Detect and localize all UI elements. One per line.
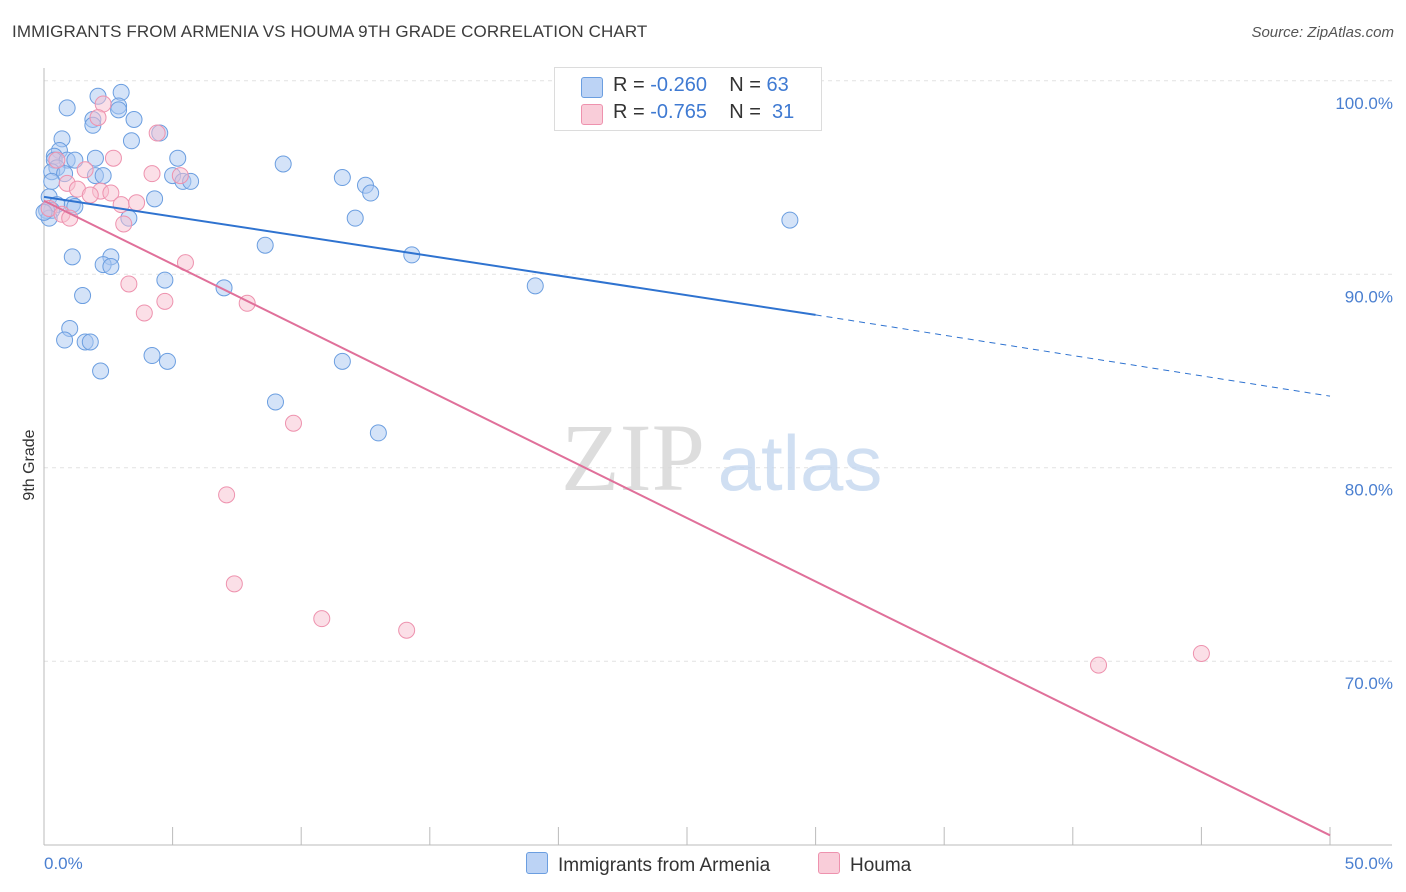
armenia-point [56, 331, 74, 349]
y-tick-label: 100.0% [1335, 94, 1393, 113]
legend-r-label: R = [613, 101, 645, 123]
data-points [35, 83, 1210, 674]
houma-point [120, 275, 138, 293]
y-tick-label: 70.0% [1345, 674, 1393, 693]
armenia-point [362, 184, 380, 202]
armenia-point [81, 333, 99, 351]
chart-title: IMMIGRANTS FROM ARMENIA VS HOUMA 9TH GRA… [12, 22, 648, 41]
houma-point [313, 610, 331, 628]
armenia-point [143, 347, 161, 365]
armenia-point [146, 190, 164, 208]
legend-n-value: 63 [766, 74, 789, 96]
houma-point [156, 292, 174, 310]
armenia-point [333, 352, 351, 370]
legend-r-value: -0.765 [650, 101, 707, 123]
armenia-point [74, 287, 92, 305]
bottom-legend-label-houma: Houma [850, 855, 912, 876]
source-credit: Source: ZipAtlas.com [1251, 24, 1394, 41]
armenia-point [256, 236, 274, 254]
houma-point [128, 194, 146, 212]
y-tick-label: 90.0% [1345, 287, 1393, 306]
bottom-legend-swatch-pink [818, 852, 840, 874]
houma-point [148, 124, 166, 142]
houma-point [135, 304, 153, 322]
armenia-point [63, 248, 81, 266]
houma-point [284, 414, 302, 432]
watermark-atlas: atlas [718, 419, 883, 507]
armenia-point [58, 99, 76, 117]
armenia-point [102, 258, 120, 276]
houma-point [225, 575, 243, 593]
legend-swatch-pink [581, 104, 603, 125]
armenia-point [156, 271, 174, 289]
correlation-legend: R = -0.260 N = 63 R = -0.765 N = 31 [554, 67, 822, 131]
watermark-zip: ZIP [561, 404, 705, 511]
houma-point [1090, 656, 1108, 674]
houma-point [398, 621, 416, 639]
watermark: ZIP atlas [561, 404, 882, 511]
armenia-point [94, 167, 112, 185]
x-tick-label: 50.0% [1345, 854, 1393, 873]
legend-swatch-blue [581, 77, 603, 98]
y-axis-label: 9th Grade [21, 429, 38, 500]
trendlines [43, 195, 1331, 837]
armenia-point [43, 172, 61, 190]
armenia-point [369, 424, 387, 442]
houma-point [76, 161, 94, 179]
armenia-point [781, 211, 799, 229]
houma-point [104, 149, 122, 167]
armenia-trendline [43, 195, 816, 316]
tick-labels: 100.0% 90.0% 80.0% 70.0% 0.0% 50.0% [44, 94, 1393, 873]
armenia-point [333, 169, 351, 187]
armenia-point [122, 132, 140, 150]
legend-n-label: N = [729, 101, 761, 123]
houma-point [143, 165, 161, 183]
legend-r-label: R = [613, 74, 645, 96]
legend-n-value: 31 [772, 101, 795, 123]
houma-trendline [43, 199, 1331, 837]
armenia-point [169, 149, 187, 167]
houma-point [48, 151, 66, 169]
armenia-point [125, 110, 143, 128]
legend-n-label: N = [729, 74, 761, 96]
armenia-point [526, 277, 544, 295]
houma-point [218, 486, 236, 504]
armenia-point [110, 101, 128, 119]
armenia-point [274, 155, 292, 173]
bottom-legend-swatch-blue [526, 852, 548, 874]
armenia-point [158, 352, 176, 370]
bottom-legend-houma: Houma [818, 852, 911, 877]
houma-point [89, 109, 107, 127]
y-tick-label: 80.0% [1345, 481, 1393, 500]
armenia-point [266, 393, 284, 411]
armenia-point [86, 149, 104, 167]
armenia-trendline-extension [815, 314, 1331, 397]
armenia-point [92, 362, 110, 380]
houma-point [171, 167, 189, 185]
bottom-legend-label-armenia: Immigrants from Armenia [558, 855, 771, 876]
axes [43, 68, 1392, 846]
x-tick-label: 0.0% [44, 854, 83, 873]
houma-point [1192, 644, 1210, 662]
armenia-point [346, 209, 364, 227]
houma-point [102, 184, 120, 202]
houma-point [81, 186, 99, 204]
legend-r-value: -0.260 [650, 74, 707, 96]
houma-point [115, 215, 133, 233]
grid-lines [44, 80, 1392, 662]
bottom-legend-armenia: Immigrants from Armenia [526, 852, 770, 877]
